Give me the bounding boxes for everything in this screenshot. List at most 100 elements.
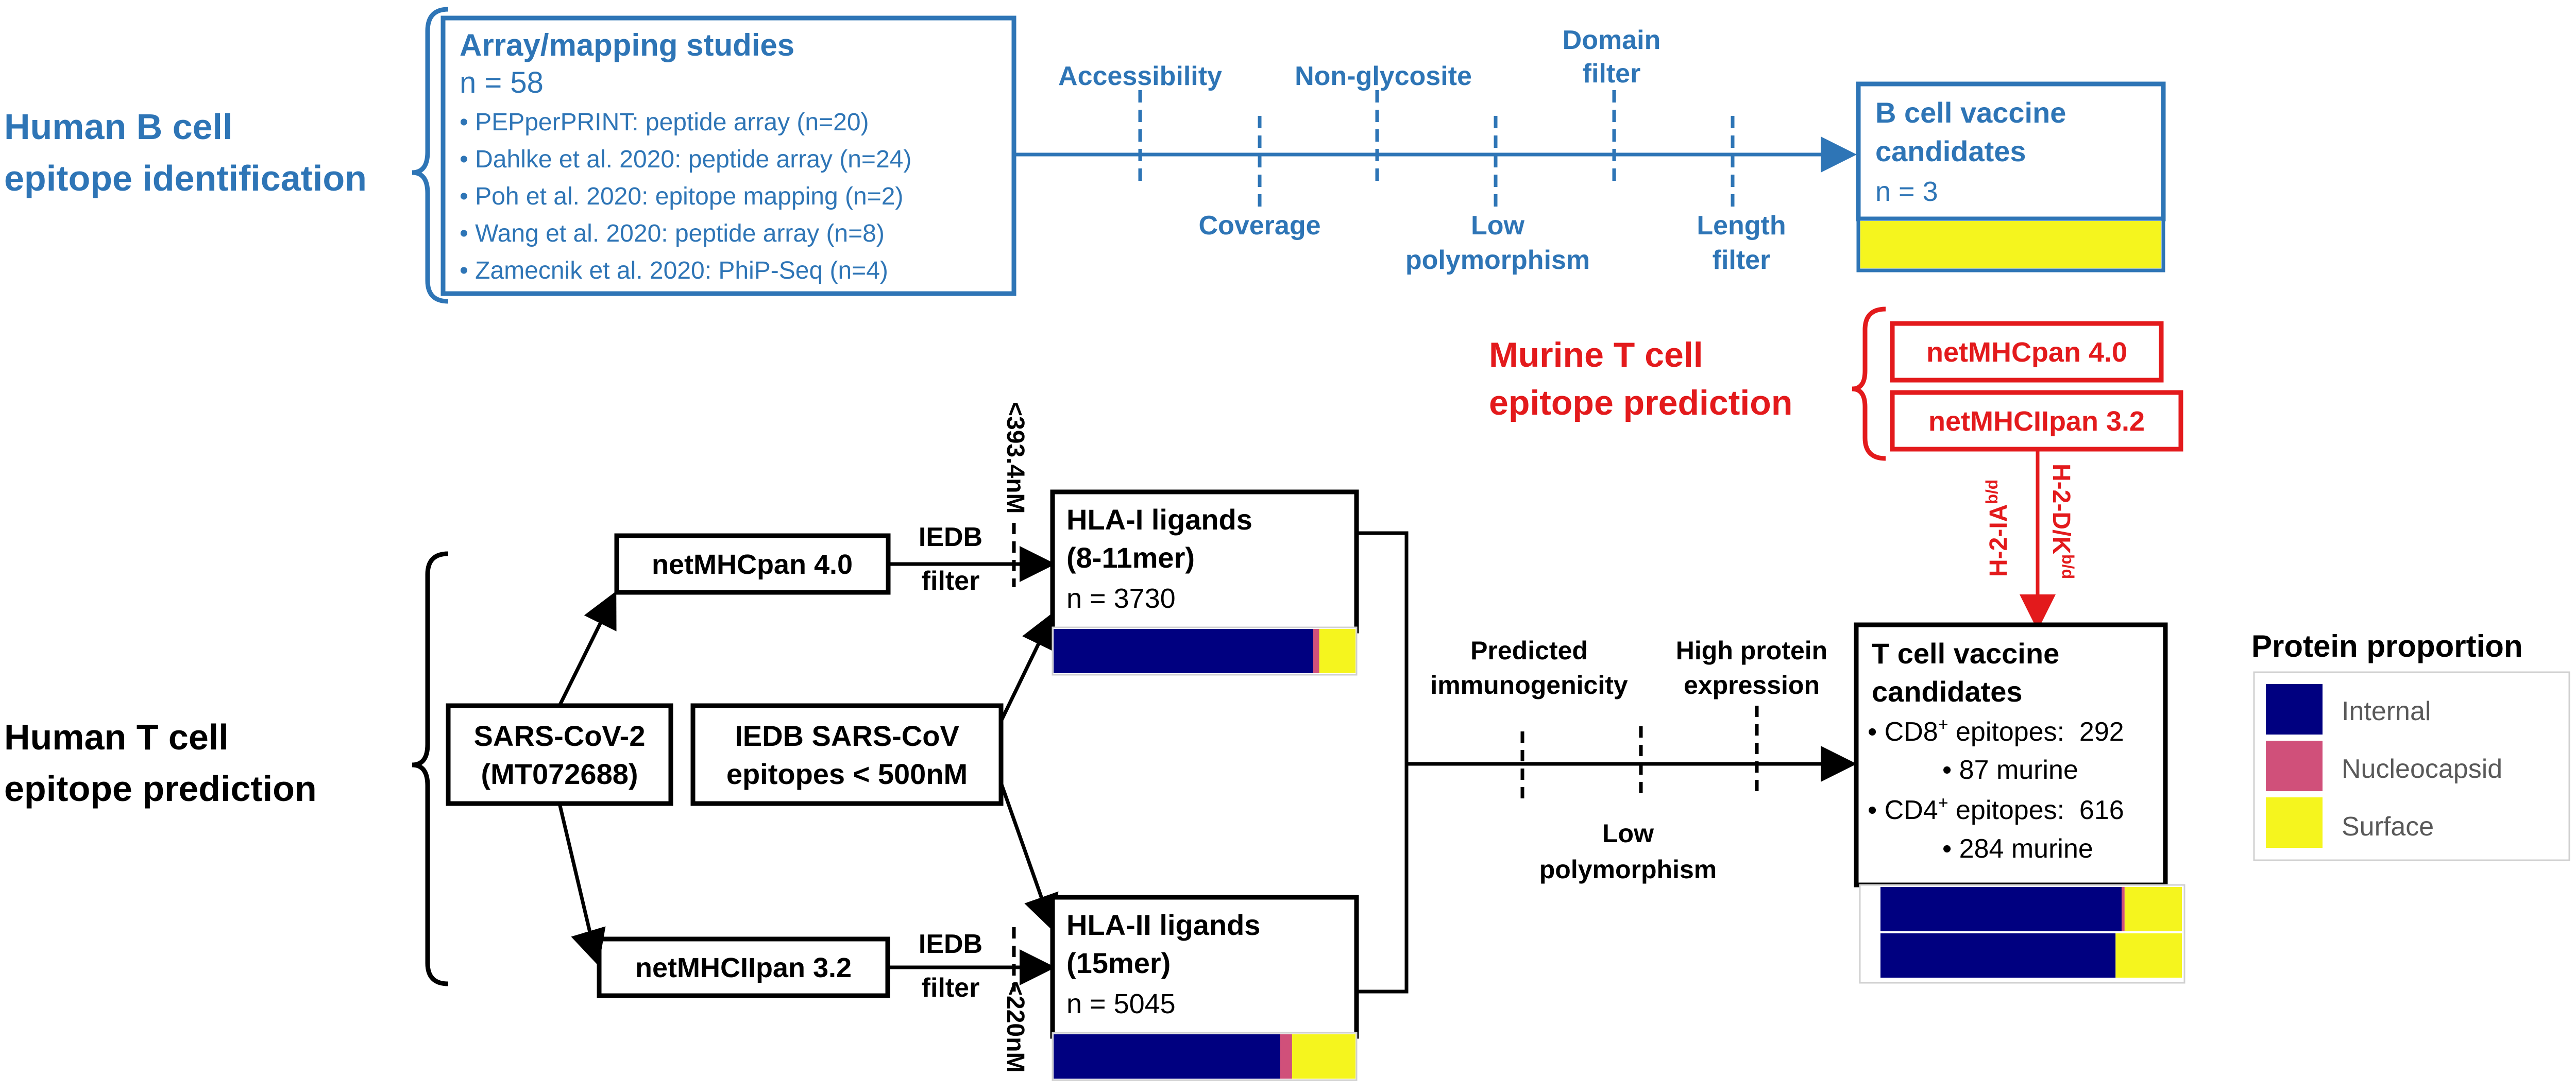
length-filter-label-line2: filter (1713, 245, 1771, 275)
murine-bracket (1852, 306, 1886, 461)
non-glycosite-filter-label: Non-glycosite (1295, 61, 1472, 91)
t-cell-section: Human T cell epitope prediction SARS-CoV… (4, 402, 2185, 1081)
bar-segment-internal (1054, 1034, 1280, 1079)
iedb-source-label-line1: IEDB SARS-CoV (735, 720, 959, 752)
bar-segment-surface (2124, 887, 2182, 931)
t-cell-candidates-box (1854, 622, 2168, 888)
bar-segment-nucleocapsid (1313, 629, 1319, 673)
sars-to-netmhcpan-arrow (557, 591, 617, 707)
threshold-1-label: <393.4nM (1002, 402, 1029, 514)
b-cell-candidates-title-line2: candidates (1875, 135, 2026, 167)
t-cd8-proportion-bar (1880, 887, 2182, 931)
study-item: • Dahlke et al. 2020: peptide array (n=2… (460, 146, 911, 173)
bar-segment-internal (1880, 887, 2122, 931)
sars-to-netmhciipan-arrow-tail (571, 926, 606, 966)
iedb-source-label-line2: epitopes < 500nM (726, 758, 968, 790)
b-cell-candidates-proportion-bar (1860, 221, 2161, 268)
netmhciipan-label: netMHCIIpan 3.2 (635, 952, 852, 983)
t-low-polymorphism-label-line2: polymorphism (1539, 855, 1717, 884)
murine-netmhciipan-box (1890, 390, 2183, 452)
murine-netmhciipan-label: netMHCIIpan 3.2 (1928, 406, 2145, 437)
bar-segment-internal (1880, 933, 2116, 978)
legend-swatch-surface (2265, 796, 2324, 849)
b-cell-section-label-line2: epitope identification (4, 158, 367, 198)
hla2-proportion-bar (1054, 1034, 1355, 1079)
accessibility-filter-label: Accessibility (1058, 61, 1222, 91)
t-cell-candidates-title-line1: T cell vaccine (1872, 637, 2059, 670)
t-low-polymorphism-label-line1: Low (1602, 819, 1654, 848)
low-polymorphism-filter-label-line2: polymorphism (1405, 245, 1590, 275)
sars-to-netmhciipan-arrow (557, 803, 597, 954)
bar-segment-internal (1054, 629, 1313, 673)
predicted-immunogenicity-label-line1: Predicted (1470, 636, 1588, 665)
sars-cov-2-label-line1: SARS-CoV-2 (474, 720, 646, 752)
hla1-count: n = 3730 (1066, 583, 1176, 614)
iedb-filter-label-lower-line2: filter (922, 973, 980, 1003)
b-cell-section: Human B cell epitope identification Arra… (4, 7, 2166, 304)
hla2-title-line2: (15mer) (1066, 947, 1171, 979)
length-filter-label-line1: Length (1697, 211, 1786, 241)
murine-section-label-line2: epitope prediction (1489, 383, 1792, 422)
cd8-murine: • 87 murine (1942, 755, 2078, 785)
cd4-epitopes: • CD4+ epitopes: 616 (1868, 793, 2124, 825)
netmhcpan-box (614, 533, 891, 595)
legend-label-nucleocapsid: Nucleocapsid (2342, 754, 2502, 784)
b-cell-candidates-title-line1: B cell vaccine (1875, 96, 2066, 129)
murine-allele-label-1: H-2-D/Kb/d (2047, 464, 2077, 579)
protein-proportion-legend: Protein proportion Internal Nucleocapsid… (2251, 629, 2570, 861)
legend-title: Protein proportion (2251, 629, 2523, 663)
high-protein-expression-label-line1: High protein (1676, 636, 1827, 665)
cd4-murine: • 284 murine (1942, 834, 2093, 864)
murine-allele-label-2: H-2-IAb/d (1982, 480, 2012, 577)
hla1-ligands-box (1050, 489, 1359, 634)
bar-segment-surface (1292, 1034, 1355, 1079)
b-cell-bracket (412, 7, 449, 304)
b-cell-candidates-count: n = 3 (1875, 176, 1938, 207)
study-item: • PEPperPRINT: peptide array (n=20) (460, 109, 869, 136)
t-cell-bracket (412, 551, 449, 986)
study-item: • Zamecnik et al. 2020: PhiP-Seq (n=4) (460, 257, 888, 284)
bar-segment-nucleocapsid (1280, 1034, 1292, 1079)
study-item: • Wang et al. 2020: peptide array (n=8) (460, 220, 885, 247)
iedb-to-hla2-arrow (999, 782, 1059, 932)
hla2-count: n = 5045 (1066, 988, 1176, 1019)
bar-segment-nucleocapsid (2122, 887, 2125, 931)
studies-title: Array/mapping studies (460, 28, 794, 62)
threshold-2-label: <220nM (1002, 981, 1029, 1072)
t-cd4-proportion-bar (1880, 933, 2182, 978)
legend-label-internal: Internal (2342, 696, 2431, 726)
murine-section-label-line1: Murine T cell (1489, 335, 1703, 374)
hla2-ligands-box (1050, 895, 1359, 1039)
iedb-source-box (690, 703, 1004, 806)
hla-merge-connector (1357, 531, 1409, 994)
low-polymorphism-filter-label-line1: Low (1471, 211, 1525, 241)
coverage-filter-label: Coverage (1199, 211, 1321, 241)
studies-box (440, 15, 1016, 296)
bar-segment-surface (1860, 221, 2161, 268)
hla1-title-line1: HLA-I ligands (1066, 503, 1252, 536)
cd8-epitopes: • CD8+ epitopes: 292 (1868, 715, 2124, 747)
murine-netmhcpan-label: netMHCpan 4.0 (1926, 337, 2127, 368)
legend-swatch-internal (2265, 683, 2324, 736)
murine-section: Murine T cell epitope prediction netMHCp… (1489, 306, 2183, 630)
high-protein-expression-label-line2: expression (1684, 671, 1820, 699)
hla1-title-line2: (8-11mer) (1066, 541, 1195, 574)
domain-filter-label-line2: filter (1583, 59, 1641, 89)
bar-segment-surface (1319, 629, 1355, 673)
murine-netmhcpan-box (1890, 321, 2164, 383)
iedb-filter-label-lower-line1: IEDB (919, 929, 982, 959)
t-cell-candidates-title-line2: candidates (1872, 675, 2023, 708)
iedb-to-hla1-arrow (999, 611, 1055, 722)
netmhciipan-box (597, 936, 890, 998)
iedb-filter-label-upper-line2: filter (922, 566, 980, 596)
b-cell-section-label-line1: Human B cell (4, 107, 232, 147)
sars-cov-2-box (446, 703, 673, 806)
legend-swatch-nucleocapsid (2265, 740, 2324, 792)
domain-filter-label-line1: Domain (1563, 25, 1661, 55)
iedb-filter-label-upper-line1: IEDB (919, 522, 982, 552)
t-cell-section-label-line2: epitope prediction (4, 769, 317, 809)
legend-label-surface: Surface (2342, 812, 2434, 842)
hla2-title-line1: HLA-II ligands (1066, 909, 1260, 941)
predicted-immunogenicity-label-line2: immunogenicity (1430, 671, 1628, 699)
hla1-proportion-bar (1054, 629, 1355, 673)
